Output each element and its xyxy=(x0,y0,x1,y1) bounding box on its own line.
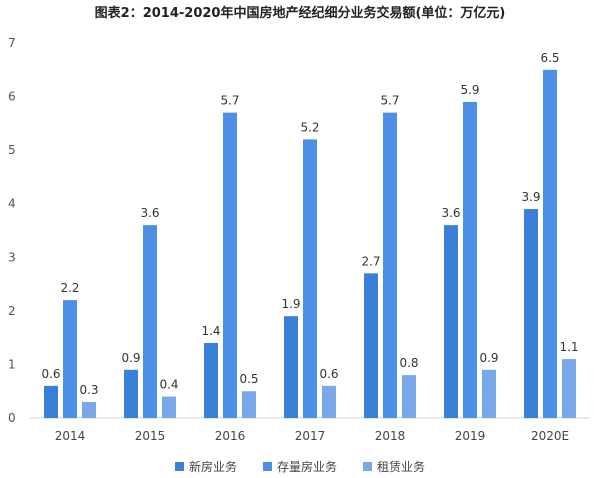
data-label: 5.9 xyxy=(460,83,479,97)
bar xyxy=(124,369,138,418)
data-label: 3.6 xyxy=(140,206,159,220)
bar xyxy=(44,385,58,418)
data-label: 3.6 xyxy=(441,206,460,220)
legend-label: 存量房业务 xyxy=(276,460,337,474)
data-label: 1.9 xyxy=(281,297,300,311)
bar xyxy=(383,112,397,419)
data-label: 0.6 xyxy=(41,367,60,381)
legend-label: 新房业务 xyxy=(188,460,237,474)
x-tick-label: 2016 xyxy=(215,429,246,443)
legend-swatch xyxy=(363,462,372,471)
y-tick-label: 5 xyxy=(8,143,16,157)
data-label: 5.7 xyxy=(220,94,239,108)
x-tick-label: 2018 xyxy=(375,429,406,443)
bar xyxy=(543,69,557,419)
legend-item-existing-house: 存量房业务 xyxy=(262,458,337,475)
bar xyxy=(82,401,96,418)
data-label: 1.4 xyxy=(201,324,220,338)
chart-title: 图表2：2014-2020年中国房地产经纪细分业务交易额(单位：万亿元) xyxy=(94,6,506,21)
y-tick-label: 4 xyxy=(8,197,16,211)
x-axis: 2014 2015 2016 2017 2018 2019 2020E xyxy=(55,429,569,443)
data-label: 6.5 xyxy=(540,51,559,65)
data-label: 2.7 xyxy=(361,254,380,268)
y-tick-label: 0 xyxy=(8,411,16,425)
bar xyxy=(482,369,496,418)
bar xyxy=(463,101,477,418)
bar xyxy=(242,391,256,418)
data-label: 0.6 xyxy=(319,367,338,381)
bar xyxy=(444,225,458,418)
y-axis: 0 1 2 3 4 5 6 7 xyxy=(8,36,590,425)
y-tick-label: 2 xyxy=(8,304,16,318)
legend-label: 租赁业务 xyxy=(377,460,426,474)
bar xyxy=(63,300,77,418)
data-label: 1.1 xyxy=(559,340,578,354)
y-tick-label: 1 xyxy=(8,357,16,371)
bar xyxy=(162,396,176,418)
bar xyxy=(223,112,237,419)
y-tick-label: 3 xyxy=(8,250,16,264)
data-label: 2.2 xyxy=(60,281,79,295)
data-label: 0.9 xyxy=(479,351,498,365)
bar xyxy=(562,359,576,418)
data-label: 0.8 xyxy=(399,356,418,370)
x-tick-label: 2014 xyxy=(55,429,86,443)
y-tick-label: 7 xyxy=(8,36,16,50)
data-labels: 0.6 2.2 0.3 0.9 3.6 0.4 1.4 5.7 0.5 1.9 5.2 0.6 2.7 5… xyxy=(41,51,578,397)
bar xyxy=(322,385,336,418)
bar xyxy=(143,225,157,418)
data-label: 3.9 xyxy=(521,190,540,204)
data-label: 0.5 xyxy=(239,372,258,386)
legend-item-rental: 租赁业务 xyxy=(363,458,425,475)
data-label: 0.4 xyxy=(159,378,178,392)
x-tick-label: 2017 xyxy=(295,429,326,443)
bar xyxy=(204,343,218,418)
x-tick-label: 2020E xyxy=(531,429,569,443)
bar xyxy=(364,273,378,418)
x-tick-label: 2015 xyxy=(135,429,166,443)
bar xyxy=(524,209,538,418)
bar xyxy=(402,375,416,418)
x-tick-label: 2019 xyxy=(455,429,486,443)
legend-swatch xyxy=(262,462,272,471)
legend-swatch xyxy=(174,462,184,471)
y-tick-label: 6 xyxy=(8,90,16,104)
data-label: 0.9 xyxy=(121,351,140,365)
legend-item-new-house: 新房业务 xyxy=(174,458,237,475)
bar xyxy=(303,139,317,418)
bar xyxy=(284,316,298,418)
data-label: 5.7 xyxy=(380,94,399,108)
data-label: 5.2 xyxy=(300,120,319,134)
legend: 新房业务 存量房业务 租赁业务 xyxy=(0,458,600,475)
data-label: 0.3 xyxy=(79,383,98,397)
bars xyxy=(44,69,576,419)
